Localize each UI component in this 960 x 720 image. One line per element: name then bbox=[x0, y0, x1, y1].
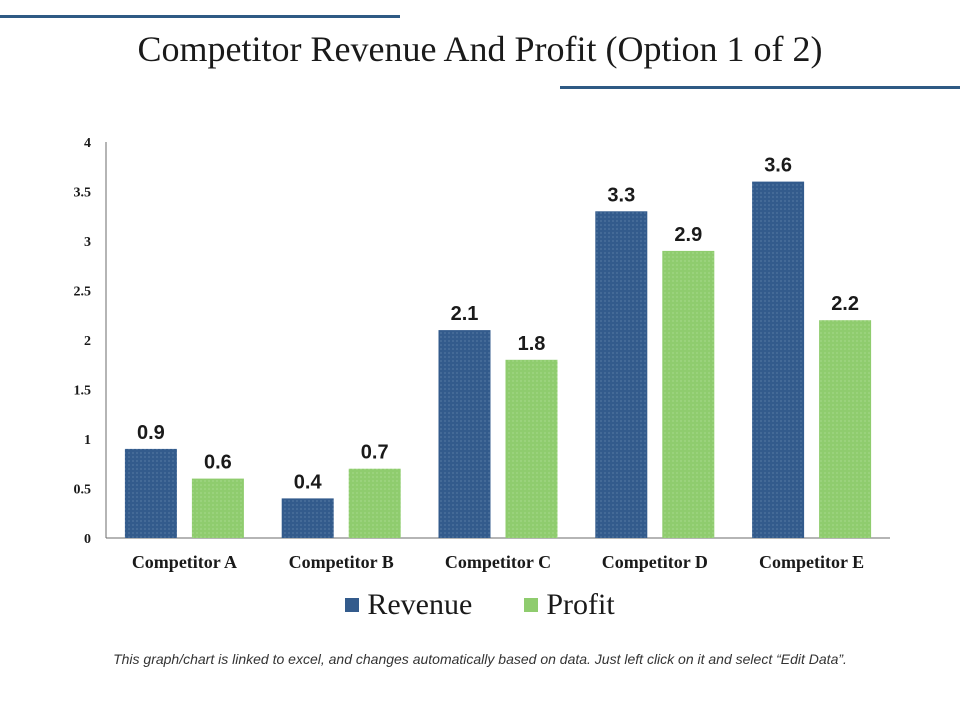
top-accent-rule bbox=[0, 15, 400, 18]
footer-note: This graph/chart is linked to excel, and… bbox=[113, 651, 847, 667]
bar-profit-5[interactable] bbox=[819, 320, 872, 538]
chart-legend: Revenue Profit bbox=[0, 588, 960, 622]
x-tick-label: Competitor B bbox=[289, 552, 394, 572]
data-label-profit-3: 1.8 bbox=[518, 333, 546, 355]
bar-chart[interactable]: 0 0.5 1 1.5 2 2.5 3 3.5 4 0.9 0.6 Competitor A 0.4 0… bbox=[0, 0, 960, 600]
x-tick-label: Competitor E bbox=[759, 552, 864, 572]
data-label-revenue-1: 0.9 bbox=[137, 422, 165, 444]
y-tick-label: 1 bbox=[84, 433, 91, 448]
legend-swatch-profit bbox=[524, 598, 539, 612]
data-label-profit-2: 0.7 bbox=[361, 442, 389, 464]
bar-revenue-4[interactable] bbox=[595, 211, 648, 539]
y-tick-label: 4 bbox=[84, 136, 91, 151]
y-tick-label: 0 bbox=[84, 532, 91, 547]
legend-item-revenue[interactable]: Revenue bbox=[345, 588, 472, 622]
bar-revenue-3[interactable] bbox=[438, 330, 491, 538]
data-label-revenue-3: 2.1 bbox=[451, 303, 479, 325]
title-underline-rule bbox=[560, 86, 960, 89]
legend-label-profit: Profit bbox=[546, 588, 615, 621]
y-tick-label: 2 bbox=[84, 334, 91, 349]
legend-swatch-revenue bbox=[345, 598, 360, 612]
data-label-revenue-4: 3.3 bbox=[607, 184, 635, 206]
data-label-profit-4: 2.9 bbox=[674, 224, 702, 246]
y-tick-label: 3 bbox=[84, 235, 91, 250]
legend-item-profit[interactable]: Profit bbox=[524, 588, 615, 622]
bar-revenue-2[interactable] bbox=[281, 498, 334, 538]
bar-profit-4[interactable] bbox=[662, 250, 715, 538]
data-label-profit-5: 2.2 bbox=[831, 293, 859, 315]
data-label-revenue-2: 0.4 bbox=[294, 471, 323, 493]
x-tick-label: Competitor D bbox=[602, 552, 708, 572]
data-label-revenue-5: 3.6 bbox=[764, 155, 792, 177]
x-tick-label: Competitor C bbox=[445, 552, 551, 572]
y-tick-label: 1.5 bbox=[74, 384, 92, 399]
page-title: Competitor Revenue And Profit (Option 1 … bbox=[137, 29, 823, 69]
y-tick-label: 2.5 bbox=[74, 285, 92, 300]
y-tick-label: 3.5 bbox=[74, 186, 92, 201]
legend-label-revenue: Revenue bbox=[367, 588, 473, 621]
bar-revenue-1[interactable] bbox=[124, 448, 177, 538]
x-tick-label: Competitor A bbox=[132, 552, 237, 572]
y-tick-label: 0.5 bbox=[74, 483, 92, 498]
data-label-profit-1: 0.6 bbox=[204, 452, 232, 474]
bar-profit-3[interactable] bbox=[505, 359, 558, 538]
bar-profit-2[interactable] bbox=[348, 468, 401, 538]
bar-profit-1[interactable] bbox=[191, 478, 244, 538]
bar-revenue-5[interactable] bbox=[752, 181, 805, 538]
